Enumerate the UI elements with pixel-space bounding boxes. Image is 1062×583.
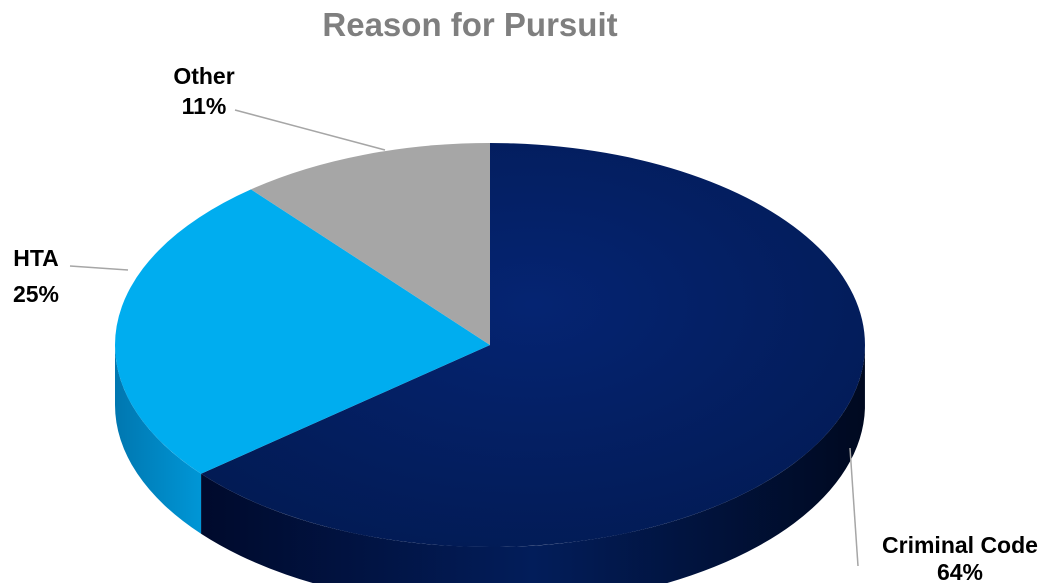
- slice-other: [250, 143, 490, 345]
- slice-value-other: 11%: [182, 93, 227, 119]
- slice-value-criminal-code: 64%: [937, 559, 983, 583]
- slice-label-hta: HTA: [13, 245, 59, 271]
- slice-value-hta: 25%: [13, 281, 59, 307]
- slice-criminal-code: [201, 143, 865, 547]
- slice-label-other: Other: [173, 63, 234, 89]
- chart-title: Reason for Pursuit: [322, 6, 618, 43]
- slice-label-criminal-code: Criminal Code: [882, 532, 1038, 558]
- slice-side-hta: [115, 345, 202, 534]
- leader-line-criminal-code: [849, 447, 859, 567]
- slice-side-criminal-code: [201, 348, 865, 583]
- leader-line-hta: [69, 265, 129, 271]
- slice-hta: [115, 189, 490, 474]
- leader-line-other: [234, 109, 386, 151]
